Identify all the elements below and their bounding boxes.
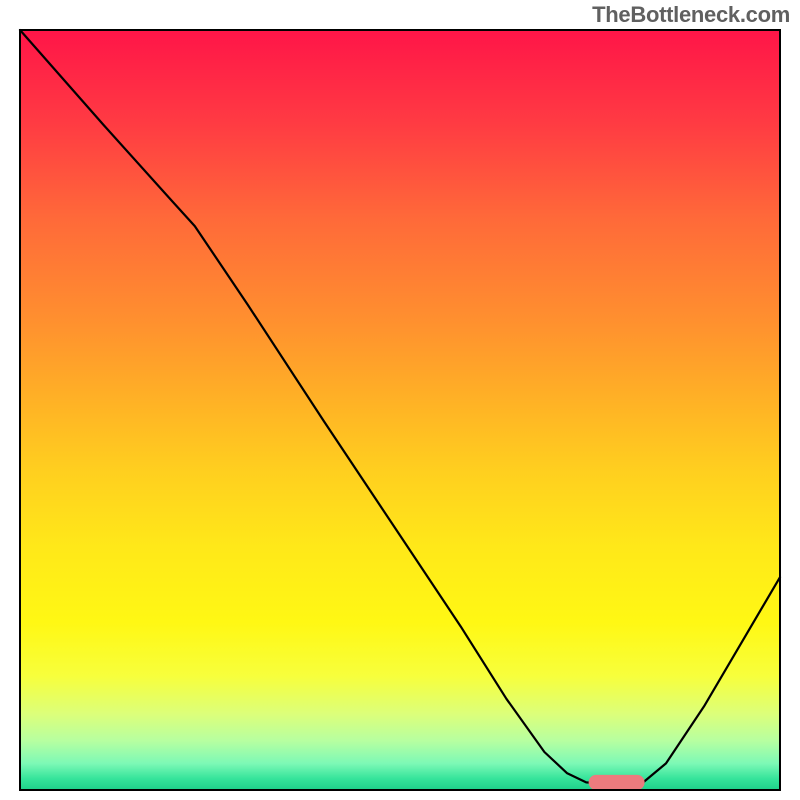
watermark-text: TheBottleneck.com (592, 2, 790, 28)
optimal-range-marker (589, 775, 645, 790)
gradient-fill (20, 30, 780, 790)
bottleneck-chart (0, 0, 800, 800)
chart-container: TheBottleneck.com (0, 0, 800, 800)
